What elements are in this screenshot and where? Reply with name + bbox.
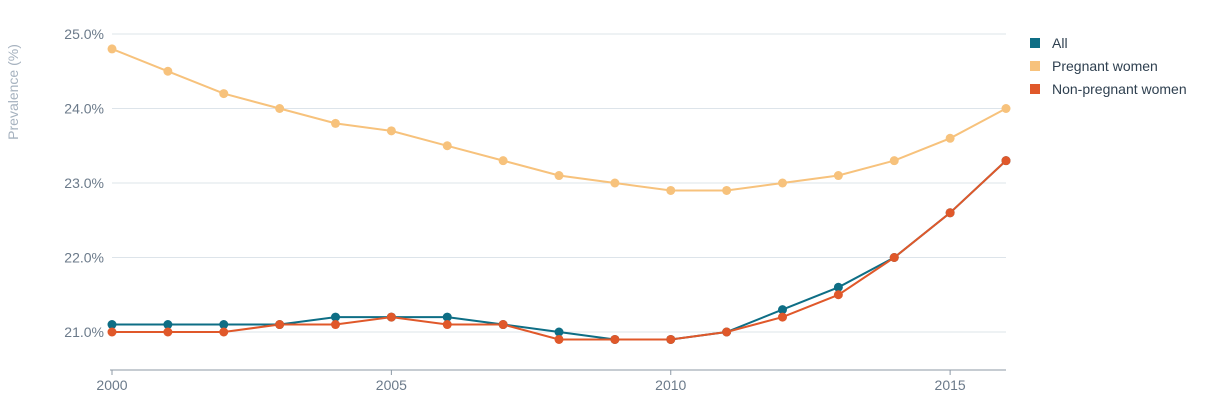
x-tick-label: 2010: [655, 377, 686, 393]
legend-swatch: [1030, 84, 1040, 94]
series-line-all: [112, 159, 1007, 341]
data-point-pregnant-women[interactable]: [610, 178, 620, 188]
data-point-pregnant-women[interactable]: [219, 89, 229, 99]
x-tick-label: 2015: [935, 377, 966, 393]
series-line-non-pregnant-women: [112, 159, 1007, 341]
series-line-pregnant-women: [111, 47, 1007, 192]
legend-label: All: [1052, 35, 1068, 51]
data-point-pregnant-women[interactable]: [107, 44, 117, 54]
data-point-pregnant-women[interactable]: [498, 156, 508, 166]
legend-swatch: [1030, 61, 1040, 71]
data-point-all[interactable]: [219, 320, 229, 330]
data-point-pregnant-women[interactable]: [833, 171, 843, 181]
data-point-pregnant-women[interactable]: [945, 133, 955, 143]
data-point-pregnant-women[interactable]: [442, 141, 452, 151]
data-point-pregnant-women[interactable]: [666, 185, 676, 195]
data-point-pregnant-women[interactable]: [386, 126, 396, 136]
data-point-pregnant-women[interactable]: [889, 156, 899, 166]
legend-label: Non-pregnant women: [1052, 81, 1187, 97]
y-tick-label: 24.0%: [64, 101, 104, 117]
data-point-all[interactable]: [442, 312, 452, 322]
legend: All Pregnant women Non-pregnant women: [1030, 35, 1187, 97]
data-point-pregnant-women[interactable]: [722, 185, 732, 195]
y-axis-label: Prevalence (%): [5, 44, 21, 140]
data-point-all[interactable]: [778, 305, 787, 315]
data-point-non-pregnant-women[interactable]: [833, 290, 843, 300]
data-point-non-pregnant-women[interactable]: [610, 334, 620, 344]
data-point-pregnant-women[interactable]: [331, 118, 340, 128]
data-point-non-pregnant-women[interactable]: [778, 312, 787, 322]
data-point-pregnant-women[interactable]: [163, 66, 173, 76]
data-point-pregnant-women[interactable]: [275, 104, 285, 113]
x-tick-label: 2000: [96, 377, 127, 393]
data-point-non-pregnant-women[interactable]: [498, 320, 508, 330]
data-point-all[interactable]: [163, 320, 173, 330]
data-point-non-pregnant-women[interactable]: [275, 320, 285, 330]
data-point-non-pregnant-women[interactable]: [442, 320, 452, 330]
y-axis-ticks: 21.0% 22.0% 23.0% 24.0% 25.0%: [64, 26, 104, 340]
data-point-all[interactable]: [554, 327, 564, 337]
gridlines: [112, 33, 1006, 333]
data-point-all[interactable]: [107, 320, 117, 330]
data-point-non-pregnant-women[interactable]: [1001, 156, 1011, 166]
data-point-pregnant-women[interactable]: [778, 178, 787, 188]
series-lines: [111, 47, 1007, 341]
legend-label: Pregnant women: [1052, 58, 1158, 74]
data-point-non-pregnant-women[interactable]: [666, 334, 676, 344]
data-point-non-pregnant-women[interactable]: [219, 327, 229, 337]
x-axis: 2000 2005 2010 2015: [96, 369, 1006, 393]
y-tick-label: 22.0%: [64, 250, 104, 266]
data-point-non-pregnant-women[interactable]: [945, 208, 955, 218]
legend-swatch: [1030, 38, 1040, 48]
data-point-pregnant-women[interactable]: [1001, 104, 1011, 113]
data-point-non-pregnant-women[interactable]: [889, 253, 899, 262]
data-point-non-pregnant-women[interactable]: [331, 320, 340, 330]
series-points: [107, 44, 1011, 344]
x-tick-label: 2005: [376, 377, 407, 393]
data-point-all[interactable]: [833, 282, 843, 292]
y-tick-label: 23.0%: [64, 175, 104, 191]
data-point-non-pregnant-women[interactable]: [163, 327, 173, 337]
data-point-non-pregnant-women[interactable]: [554, 334, 564, 344]
data-point-non-pregnant-women[interactable]: [722, 327, 732, 337]
y-tick-label: 25.0%: [64, 26, 104, 42]
data-point-non-pregnant-women[interactable]: [386, 312, 396, 322]
data-point-non-pregnant-women[interactable]: [107, 327, 117, 337]
data-point-all[interactable]: [331, 312, 340, 322]
y-tick-label: 21.0%: [64, 324, 104, 340]
data-point-pregnant-women[interactable]: [554, 171, 564, 181]
